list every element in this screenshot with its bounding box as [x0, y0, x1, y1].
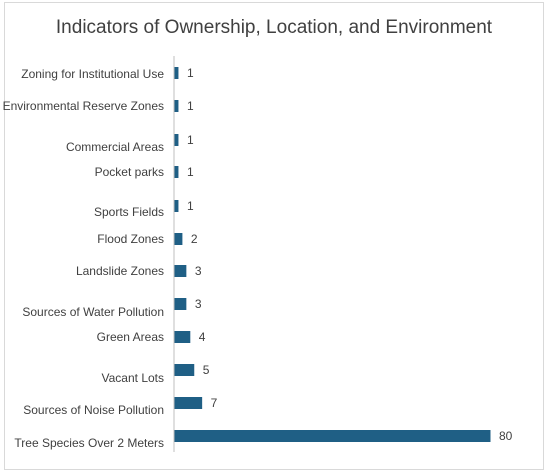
category-labels-group: Zoning for Institutional Use Environmenta…: [3, 67, 165, 450]
bars-group: [174, 67, 491, 442]
value-label-6: 2: [191, 232, 198, 246]
bar-3: [174, 134, 179, 146]
category-label-4: Pocket parks: [95, 165, 164, 179]
category-label-11: Sources of Noise Pollution: [23, 403, 164, 417]
category-label-8: Sources of Water Pollution: [22, 305, 164, 319]
value-label-7: 3: [195, 264, 202, 278]
bar-10: [174, 364, 195, 376]
bar-1: [174, 67, 179, 79]
value-label-11: 7: [211, 396, 218, 410]
category-label-6: Flood Zones: [97, 232, 164, 246]
category-label-5: Sports Fields: [94, 205, 164, 219]
value-label-4: 1: [187, 165, 194, 179]
bar-12: [174, 430, 491, 442]
bar-7: [174, 265, 187, 277]
value-label-10: 5: [203, 363, 210, 377]
chart-frame: Indicators of Ownership, Location, and E…: [4, 2, 544, 470]
bar-8: [174, 298, 187, 310]
value-label-1: 1: [187, 66, 194, 80]
category-label-1: Zoning for Institutional Use: [21, 67, 164, 81]
category-label-3: Commercial Areas: [66, 140, 164, 154]
value-label-3: 1: [187, 133, 194, 147]
value-label-9: 4: [199, 330, 206, 344]
bar-5: [174, 200, 179, 212]
bar-2: [174, 100, 179, 112]
category-label-7: Landslide Zones: [76, 264, 164, 278]
value-labels-group: 1 1 1 1 1 2 3 3 4 5 7 80: [187, 66, 513, 443]
category-label-2: Environmental Reserve Zones: [3, 99, 164, 113]
value-label-8: 3: [195, 297, 202, 311]
bar-9: [174, 331, 191, 343]
bar-11: [174, 397, 203, 409]
value-label-5: 1: [187, 199, 194, 213]
category-label-9: Green Areas: [97, 330, 164, 344]
category-label-12: Tree Species Over 2 Meters: [14, 436, 164, 450]
category-label-10: Vacant Lots: [102, 371, 164, 385]
value-label-2: 1: [187, 99, 194, 113]
value-label-12: 80: [499, 429, 513, 443]
bar-6: [174, 233, 183, 245]
chart-title: Indicators of Ownership, Location, and E…: [55, 17, 493, 38]
bar-4: [174, 166, 179, 178]
